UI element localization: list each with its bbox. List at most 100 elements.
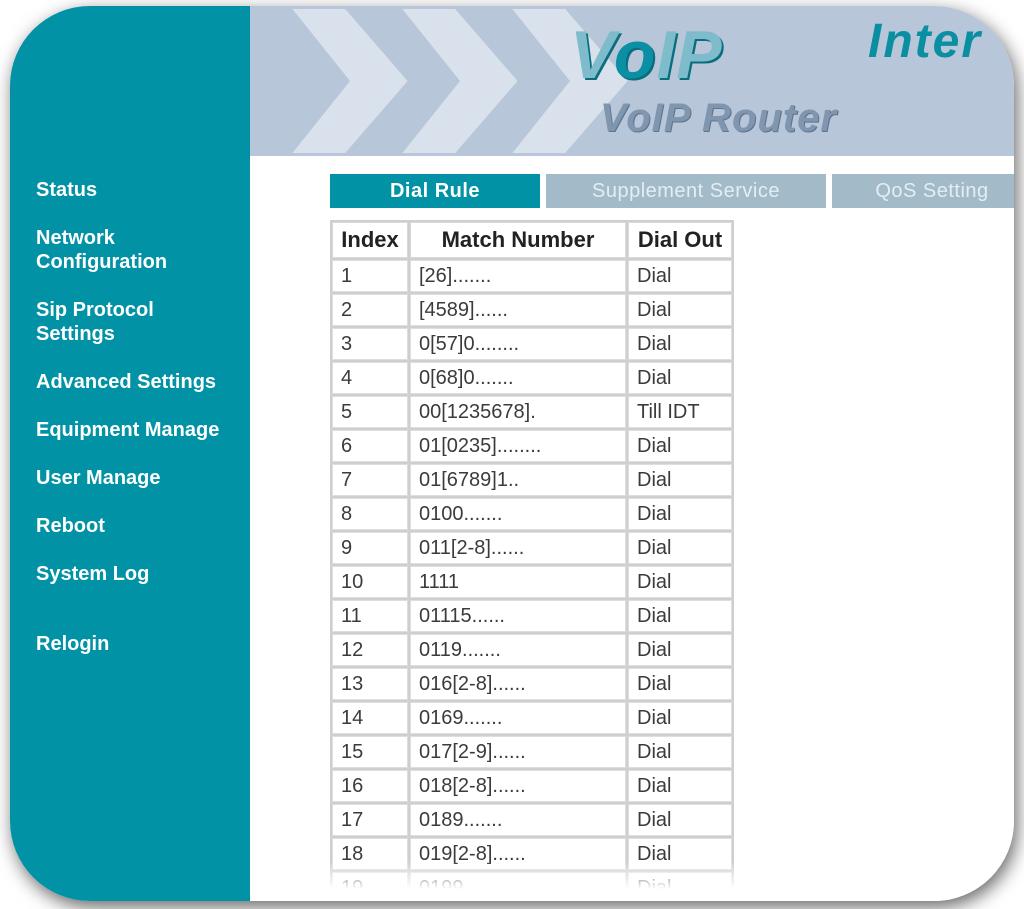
cell-index: 18 xyxy=(332,838,408,870)
cell-index: 3 xyxy=(332,328,408,360)
cell-index: 17 xyxy=(332,804,408,836)
cell-index: 7 xyxy=(332,464,408,496)
cell-match-number: 0199....... xyxy=(410,872,626,900)
cell-dial-out: Dial xyxy=(628,702,732,734)
table-row: 500[1235678].Till IDT xyxy=(332,396,732,428)
cell-dial-out: Dial xyxy=(628,838,732,870)
cell-dial-out: Dial xyxy=(628,668,732,700)
table-row: 1101115......Dial xyxy=(332,600,732,632)
cell-dial-out: Dial xyxy=(628,804,732,836)
cell-match-number: 017[2-9]...... xyxy=(410,736,626,768)
cell-match-number: 01115...... xyxy=(410,600,626,632)
cell-match-number: 016[2-8]...... xyxy=(410,668,626,700)
table-row: 2[4589]......Dial xyxy=(332,294,732,326)
table-row: 190199.......Dial xyxy=(332,872,732,900)
cell-index: 2 xyxy=(332,294,408,326)
cell-match-number: 0119....... xyxy=(410,634,626,666)
cell-index: 5 xyxy=(332,396,408,428)
cell-dial-out: Dial xyxy=(628,362,732,394)
table-row: 30[57]0........Dial xyxy=(332,328,732,360)
main-content: Dial RuleSupplement ServiceQoS Setting I… xyxy=(296,156,1014,901)
sidebar-item[interactable]: Status xyxy=(10,166,236,214)
cell-match-number: 1111 xyxy=(410,566,626,598)
table-column-header: Match Number xyxy=(410,222,626,258)
brand-logo: VoIP xyxy=(570,16,723,94)
cell-match-number: 019[2-8]...... xyxy=(410,838,626,870)
cell-dial-out: Dial xyxy=(628,498,732,530)
sidebar-item[interactable]: Sip Protocol Settings xyxy=(10,286,236,358)
cell-dial-out: Dial xyxy=(628,736,732,768)
sidebar-nav: StatusNetwork ConfigurationSip Protocol … xyxy=(10,6,250,901)
table-row: 15017[2-9]......Dial xyxy=(332,736,732,768)
cell-dial-out: Dial xyxy=(628,600,732,632)
cell-dial-out: Dial xyxy=(628,328,732,360)
tab-active[interactable]: Dial Rule xyxy=(330,174,540,208)
table-row: 13016[2-8]......Dial xyxy=(332,668,732,700)
brand-secondary-text: Inter xyxy=(868,14,982,69)
cell-dial-out: Dial xyxy=(628,430,732,462)
sidebar-item[interactable]: Relogin xyxy=(10,620,236,668)
cell-index: 14 xyxy=(332,702,408,734)
brand-subtitle: VoIP Router xyxy=(600,96,837,141)
cell-match-number: 00[1235678]. xyxy=(410,396,626,428)
cell-match-number: 01[6789]1.. xyxy=(410,464,626,496)
table-column-header: Dial Out xyxy=(628,222,732,258)
cell-index: 8 xyxy=(332,498,408,530)
cell-dial-out: Dial xyxy=(628,566,732,598)
table-row: 1[26].......Dial xyxy=(332,260,732,292)
cell-dial-out: Till IDT xyxy=(628,396,732,428)
cell-index: 19 xyxy=(332,872,408,900)
table-row: 9011[2-8]......Dial xyxy=(332,532,732,564)
dial-rule-table-wrap: IndexMatch NumberDial Out 1[26].......Di… xyxy=(330,220,1014,900)
cell-dial-out: Dial xyxy=(628,294,732,326)
table-header-row: IndexMatch NumberDial Out xyxy=(332,222,732,258)
cell-match-number: 0100....... xyxy=(410,498,626,530)
cell-index: 4 xyxy=(332,362,408,394)
table-row: 40[68]0.......Dial xyxy=(332,362,732,394)
cell-index: 9 xyxy=(332,532,408,564)
cell-index: 16 xyxy=(332,770,408,802)
chevron-decoration xyxy=(400,9,520,153)
sidebar-item[interactable]: Advanced Settings xyxy=(10,358,236,406)
sidebar-item[interactable]: User Manage xyxy=(10,454,236,502)
cell-dial-out: Dial xyxy=(628,872,732,900)
table-row: 170189.......Dial xyxy=(332,804,732,836)
cell-match-number: 018[2-8]...... xyxy=(410,770,626,802)
cell-index: 13 xyxy=(332,668,408,700)
table-row: 120119.......Dial xyxy=(332,634,732,666)
cell-match-number: 0[68]0....... xyxy=(410,362,626,394)
cell-dial-out: Dial xyxy=(628,770,732,802)
cell-index: 6 xyxy=(332,430,408,462)
tab[interactable]: QoS Setting xyxy=(832,174,1014,208)
cell-dial-out: Dial xyxy=(628,532,732,564)
cell-match-number: 0[57]0........ xyxy=(410,328,626,360)
cell-dial-out: Dial xyxy=(628,464,732,496)
table-row: 140169.......Dial xyxy=(332,702,732,734)
cell-match-number: 0189....... xyxy=(410,804,626,836)
cell-dial-out: Dial xyxy=(628,634,732,666)
cell-match-number: 01[0235]........ xyxy=(410,430,626,462)
chevron-decoration xyxy=(290,9,410,153)
dial-rule-table: IndexMatch NumberDial Out 1[26].......Di… xyxy=(330,220,734,900)
table-row: 80100.......Dial xyxy=(332,498,732,530)
cell-index: 10 xyxy=(332,566,408,598)
tab[interactable]: Supplement Service xyxy=(546,174,826,208)
table-row: 601[0235]........Dial xyxy=(332,430,732,462)
tab-bar: Dial RuleSupplement ServiceQoS Setting xyxy=(330,174,1014,208)
cell-index: 1 xyxy=(332,260,408,292)
table-row: 18019[2-8]......Dial xyxy=(332,838,732,870)
sidebar-item[interactable]: System Log xyxy=(10,550,236,598)
cell-index: 12 xyxy=(332,634,408,666)
sidebar-item[interactable]: Network Configuration xyxy=(10,214,236,286)
cell-match-number: [26]....... xyxy=(410,260,626,292)
cell-index: 11 xyxy=(332,600,408,632)
cell-match-number: [4589]...... xyxy=(410,294,626,326)
cell-match-number: 0169....... xyxy=(410,702,626,734)
cell-index: 15 xyxy=(332,736,408,768)
sidebar-item[interactable]: Reboot xyxy=(10,502,236,550)
cell-match-number: 011[2-8]...... xyxy=(410,532,626,564)
table-column-header: Index xyxy=(332,222,408,258)
table-row: 16018[2-8]......Dial xyxy=(332,770,732,802)
sidebar-item[interactable]: Equipment Manage xyxy=(10,406,236,454)
cell-dial-out: Dial xyxy=(628,260,732,292)
